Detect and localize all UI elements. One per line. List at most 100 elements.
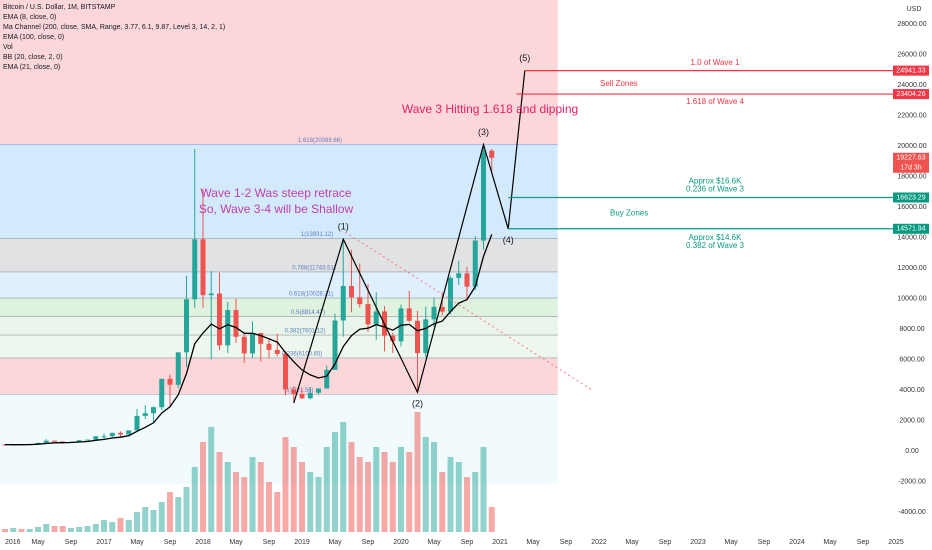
indicator: Ma Channel (200, close, SMA, Range, 3.77… xyxy=(3,24,225,31)
zone xyxy=(0,0,558,145)
overlay: (1) (2) (3) (4) (5) 1.0 of Wave 1 24941.33 Sell… xyxy=(293,53,929,409)
zone xyxy=(0,394,558,485)
volume-bar xyxy=(249,457,256,532)
volume-bar xyxy=(175,497,182,532)
fib-label: 0.618(10028.21) xyxy=(289,292,333,298)
level-text: 0.382 of Wave 3 xyxy=(686,241,745,250)
x-tick-label: Sep xyxy=(461,539,474,546)
volume-bar xyxy=(35,527,41,532)
volume-bar xyxy=(431,442,437,532)
x-tick-label: May xyxy=(625,539,639,546)
candle-body xyxy=(316,388,321,393)
volume-bar xyxy=(323,447,330,532)
candle-body xyxy=(43,440,49,443)
candle-body xyxy=(126,430,132,435)
zone xyxy=(0,357,558,395)
candle-body xyxy=(101,436,107,438)
volume-bar xyxy=(422,437,429,532)
last-price: 19227.63 xyxy=(896,155,925,162)
x-tick-label: 2021 xyxy=(492,539,508,546)
indicator: EMA (100, close, 0) xyxy=(3,34,64,41)
volume-bar xyxy=(10,528,17,532)
volume-bar xyxy=(241,477,248,532)
y-tick-label: 24000.00 xyxy=(897,82,926,89)
volume-bar xyxy=(373,447,380,532)
x-tick-label: 2016 xyxy=(5,539,21,546)
volume-bar xyxy=(381,452,388,532)
volume-bar xyxy=(208,427,215,532)
x-tick-label: 2017 xyxy=(96,539,112,546)
candle-body xyxy=(208,293,214,296)
x-tick-label: May xyxy=(526,539,540,546)
x-tick-label: 2020 xyxy=(393,539,409,546)
x-tick-label: 2018 xyxy=(195,539,211,546)
candle-body xyxy=(233,310,239,337)
volume-bar xyxy=(389,462,396,532)
volume-bar xyxy=(167,492,173,532)
fib-label: 1(13931.12) xyxy=(301,232,333,238)
price-tag xyxy=(893,192,929,203)
candle-body xyxy=(225,310,231,346)
volume-bar xyxy=(125,520,132,532)
y-tick-label: 10000.00 xyxy=(897,295,926,302)
x-tick-label: Sep xyxy=(659,539,672,546)
volume-bar xyxy=(472,472,479,532)
candle-body xyxy=(85,439,90,441)
y-tick-label: 26000.00 xyxy=(897,51,926,58)
indicator: Vol xyxy=(3,44,13,51)
volume-bar xyxy=(455,462,462,532)
volume-bar xyxy=(51,526,58,532)
volume-bar xyxy=(200,442,206,532)
y-tick-label: 14000.00 xyxy=(897,234,926,241)
x-tick-label: May xyxy=(823,539,837,546)
y-tick-label: 2000.00 xyxy=(899,417,924,424)
candle-body xyxy=(118,432,123,435)
x-tick-label: May xyxy=(31,539,45,546)
candle-body xyxy=(159,378,165,408)
level-text: Approx $14.6K xyxy=(689,233,743,242)
volume-bar xyxy=(315,477,322,532)
last-price-tag xyxy=(893,152,929,173)
candle-body xyxy=(274,349,280,354)
x-tick-label: 2019 xyxy=(294,539,310,546)
candle-body xyxy=(439,306,445,312)
volume-bar xyxy=(332,432,338,532)
candle-body xyxy=(472,240,478,287)
x-tick-label: May xyxy=(130,539,144,546)
wave-label: (5) xyxy=(519,53,530,63)
candle-body xyxy=(76,440,82,442)
volume-bar xyxy=(109,522,116,532)
candle-body xyxy=(349,285,354,298)
volume-bar xyxy=(307,472,314,532)
volume-bar xyxy=(299,462,305,532)
candle-body xyxy=(481,150,486,241)
wave-label: (4) xyxy=(503,235,514,245)
volume-bar xyxy=(59,526,66,532)
fib-label: 0(3721.56) xyxy=(284,388,313,394)
zone xyxy=(0,298,558,317)
x-tick-label: Sep xyxy=(263,539,276,546)
volume-bar xyxy=(398,447,404,532)
volume-bar xyxy=(340,422,347,532)
wave-line xyxy=(293,70,526,404)
volume-bar xyxy=(150,510,157,532)
candle-body xyxy=(464,273,470,287)
volume-bar xyxy=(68,528,74,532)
volume-bar xyxy=(92,524,99,532)
wave-label: (1) xyxy=(338,222,349,232)
candle-body xyxy=(324,369,330,389)
y-tick-label: 0.00 xyxy=(905,448,919,455)
fib-label: 0.5(8814.47) xyxy=(291,310,325,316)
candle-body xyxy=(217,293,222,346)
volume-bar xyxy=(26,529,33,532)
y-tick-label: 20000.00 xyxy=(897,143,926,150)
candle-body xyxy=(456,273,462,278)
volume-bar xyxy=(183,487,190,532)
price-tag-label: 14571.94 xyxy=(896,226,925,233)
x-tick-label: Sep xyxy=(857,539,870,546)
annotation: So, Wave 3-4 will be Shallow xyxy=(199,202,354,216)
volume-bar xyxy=(117,518,124,532)
volume-bar xyxy=(480,447,487,532)
volume-bar xyxy=(101,520,107,532)
fib-label: 0.382(7601.12) xyxy=(285,329,326,335)
